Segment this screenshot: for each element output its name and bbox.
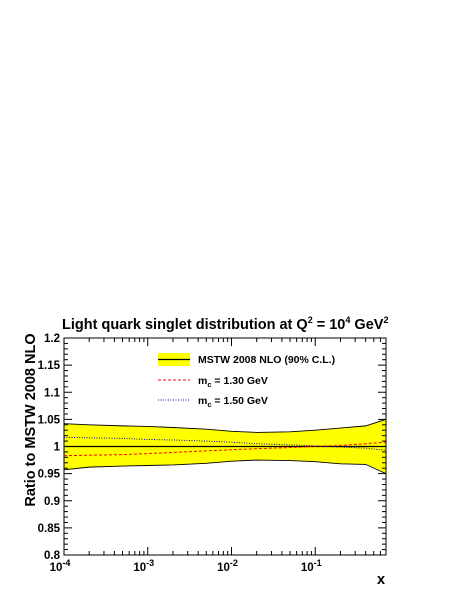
y-tick-label: 1.1 bbox=[44, 387, 61, 399]
x-tick-label: 10-3 bbox=[133, 558, 154, 574]
legend-mc150-label: mc = 1.50 GeV bbox=[198, 395, 268, 409]
tick-labels: 0.8 0.85 0.9 0.95 1 1.05 1.1 1.15 1.2 10-4 10-3 10-… bbox=[38, 333, 322, 574]
y-tick-label: 0.85 bbox=[38, 523, 61, 535]
legend-band-label: MSTW 2008 NLO (90% C.L.) bbox=[198, 354, 335, 366]
tick-marks bbox=[63, 337, 386, 556]
chart-title: Light quark singlet distribution at Q2 =… bbox=[62, 315, 388, 333]
y-tick-label: 1.15 bbox=[38, 360, 61, 372]
y-tick-label: 1.2 bbox=[44, 333, 60, 345]
y-axis-label: Ratio to MSTW 2008 NLO bbox=[23, 333, 39, 506]
x-axis-label: x bbox=[377, 572, 385, 588]
y-tick-label: 0.8 bbox=[44, 550, 61, 562]
legend: MSTW 2008 NLO (90% C.L.) mc = 1.30 GeV m… bbox=[158, 353, 335, 409]
y-tick-label: 1 bbox=[54, 442, 61, 454]
legend-mc130-label: mc = 1.30 GeV bbox=[198, 375, 268, 389]
x-tick-label: 10-2 bbox=[217, 558, 238, 574]
y-tick-label: 0.9 bbox=[44, 496, 60, 508]
band-lower-edge bbox=[63, 459, 387, 475]
x-tick-label: 10-1 bbox=[301, 558, 322, 574]
series-line-mc150 bbox=[63, 436, 387, 451]
series-line-mc130 bbox=[63, 441, 387, 457]
x-tick-label: 10-4 bbox=[50, 558, 71, 574]
series-line-layer bbox=[63, 436, 387, 457]
band-upper-edge bbox=[63, 418, 387, 433]
y-tick-label: 0.95 bbox=[38, 469, 61, 481]
y-tick-label: 1.05 bbox=[38, 414, 61, 426]
